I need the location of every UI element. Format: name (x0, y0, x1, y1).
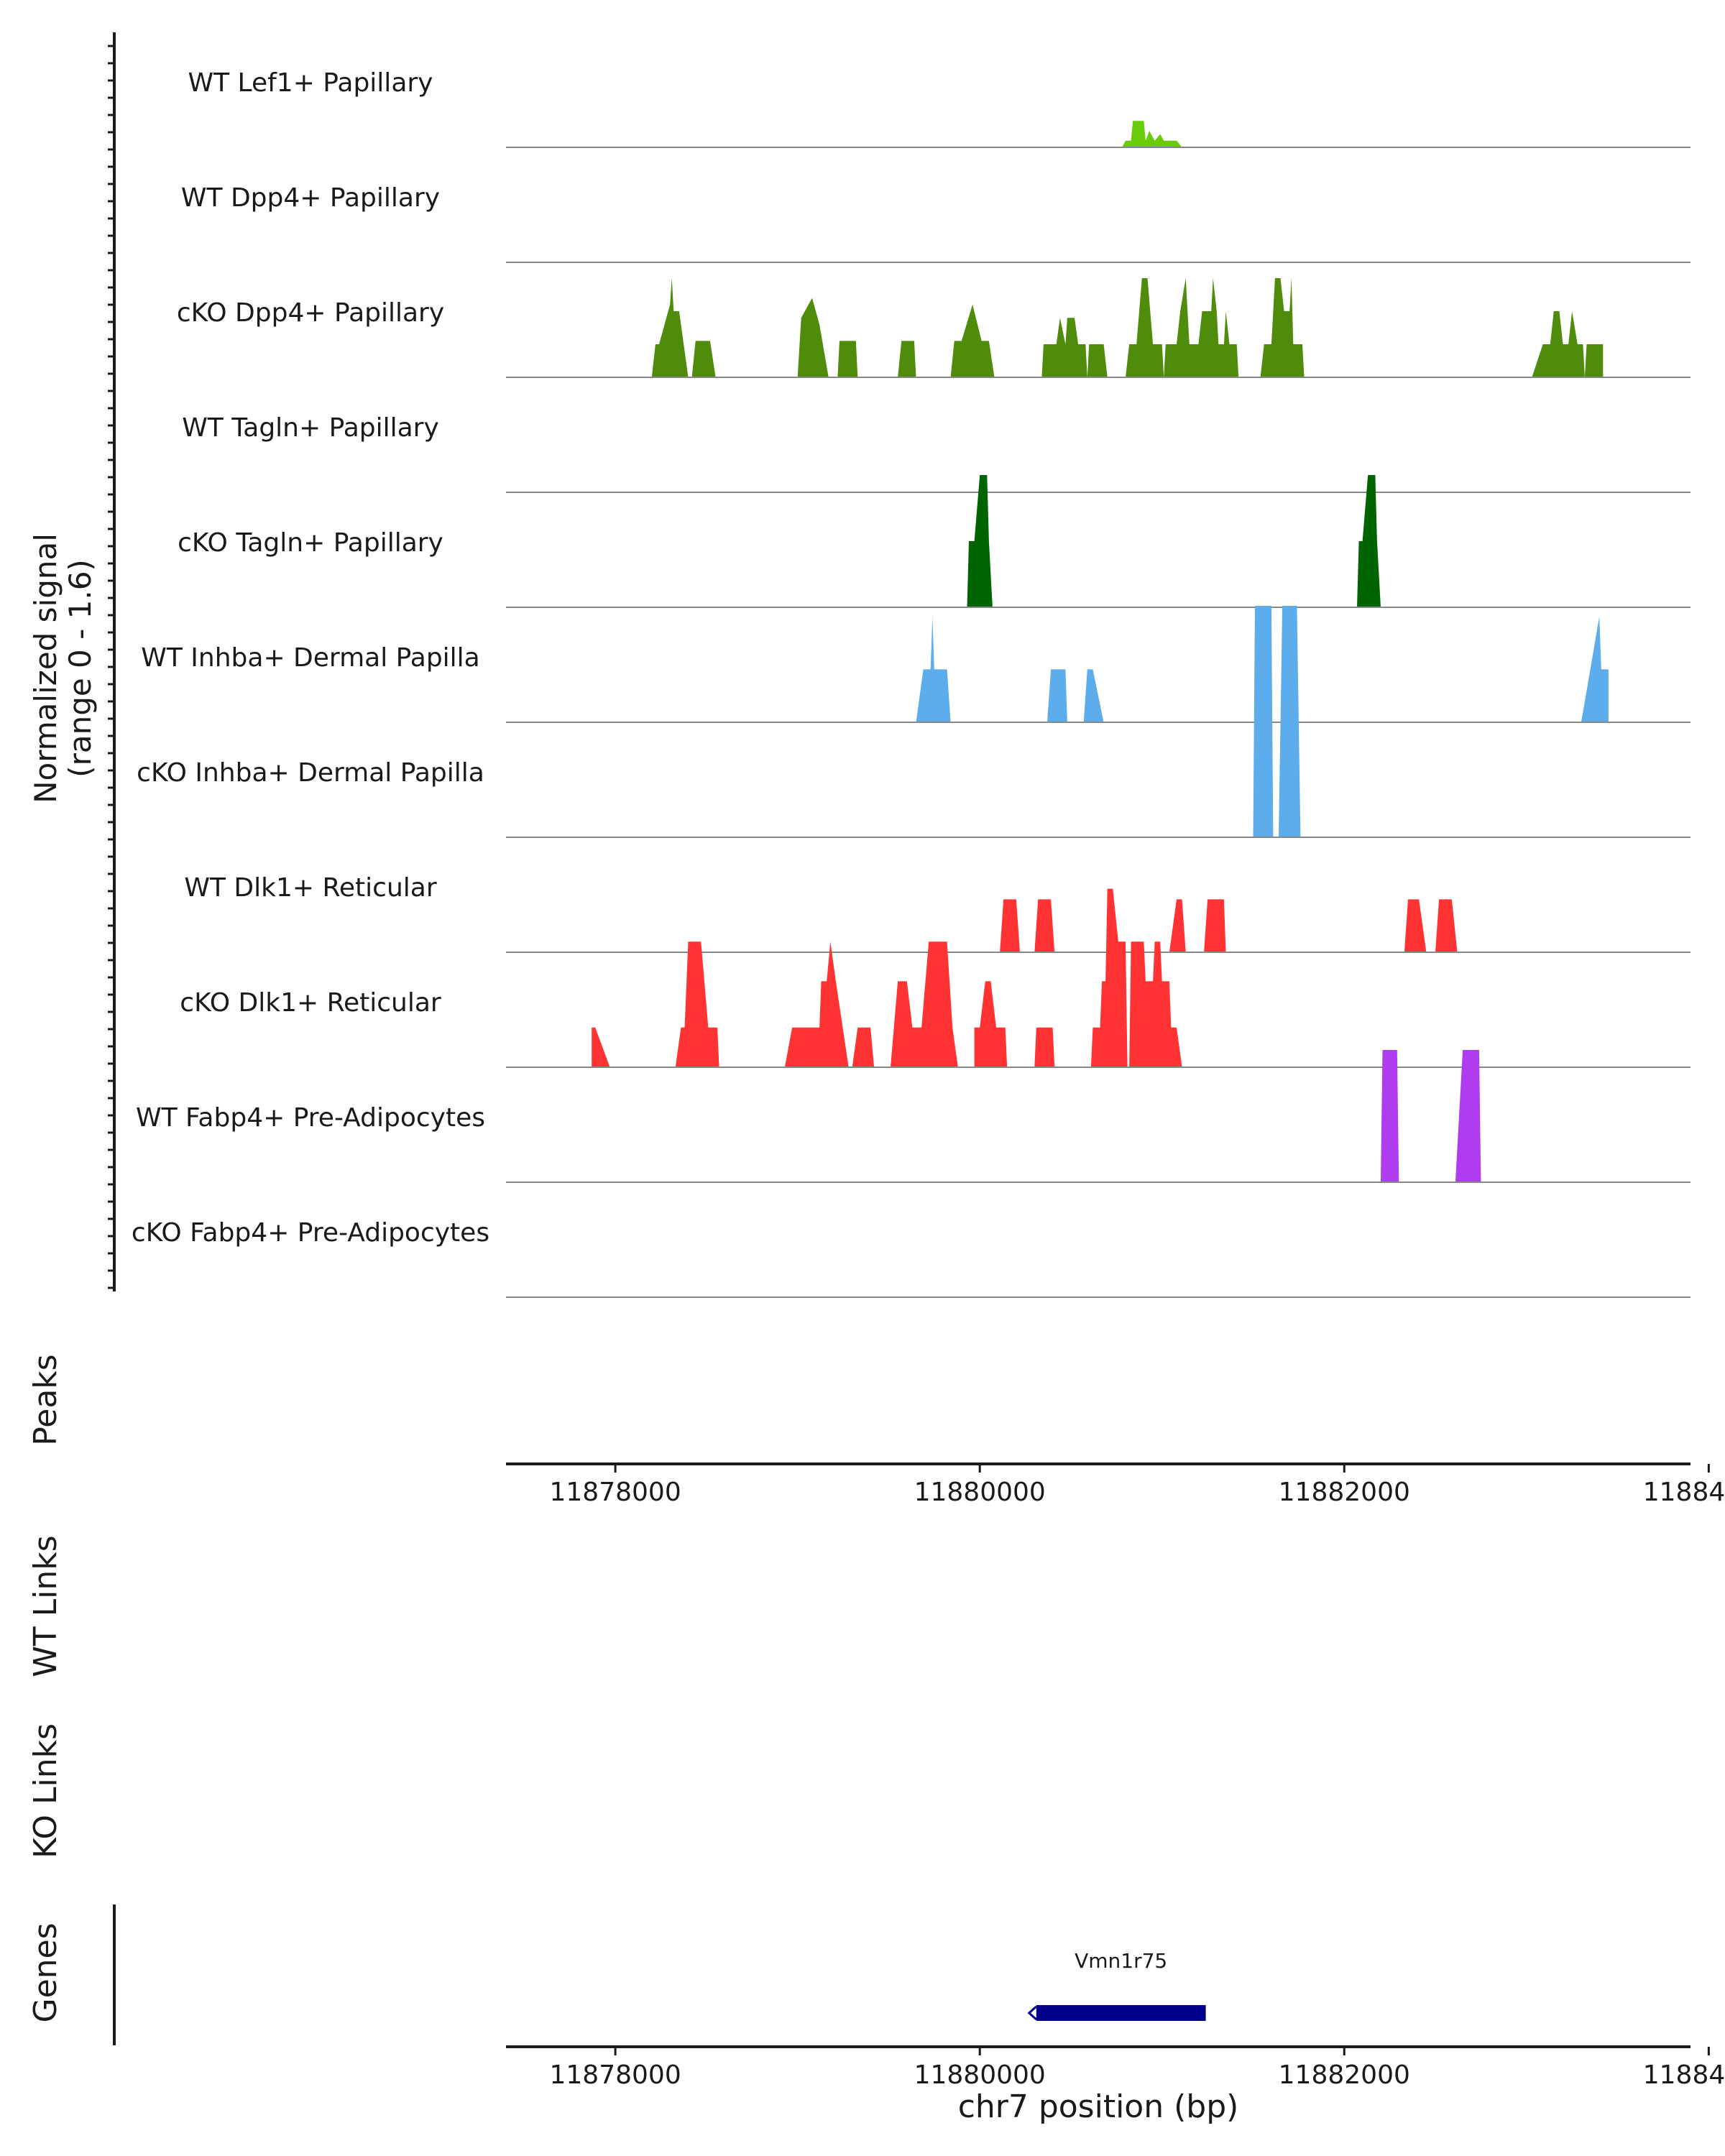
x-tick-label: 11882000 (1279, 1478, 1410, 1507)
signal-y-axis-ticks (108, 45, 114, 1289)
track-0: WT Lef1+ Papillary (188, 68, 1690, 148)
genes-track-label: Genes (27, 1922, 64, 2022)
x-tick-label: 11884000 (1643, 1478, 1725, 1507)
signal-y-label-line2: (range 0 - 1.6) (63, 559, 98, 778)
track-label: WT Dlk1+ Reticular (184, 873, 436, 903)
coverage-area (1380, 1050, 1481, 1182)
gene-body (1036, 2005, 1206, 2021)
coverage-area (1000, 899, 1458, 952)
coverage-area (967, 475, 1381, 607)
track-5: WT Inhba+ Dermal Papilla (141, 616, 1690, 723)
track-2: cKO Dpp4+ Papillary (177, 278, 1690, 378)
peaks-x-axis-ticks: 11878000 11880000 11882000 11884000 (550, 1464, 1725, 1507)
gene-strand-arrow (1027, 2005, 1037, 2021)
peaks-track-label: Peaks (27, 1354, 64, 1445)
gene-label: Vmn1r75 (1075, 1949, 1167, 1973)
track-label: cKO Dlk1+ Reticular (180, 988, 441, 1018)
signal-y-label-line1: Normalized signal (28, 533, 63, 803)
track-9: WT Fabp4+ Pre-Adipocytes (136, 1050, 1690, 1183)
signal-y-label: Normalized signal (range 0 - 1.6) (28, 533, 98, 803)
gene-track: Vmn1r75 (1027, 1949, 1206, 2021)
x-tick-label: 11880000 (914, 1478, 1046, 1507)
wt-links-track-label: WT Links (27, 1535, 64, 1677)
track-3: WT Tagln+ Papillary (182, 413, 1690, 493)
track-label: WT Lef1+ Papillary (188, 68, 433, 98)
x-tick-label: 11880000 (914, 2060, 1046, 2090)
track-label: cKO Fabp4+ Pre-Adipocytes (132, 1218, 489, 1248)
coverage-area (916, 616, 1609, 722)
x-tick-label: 11878000 (550, 1478, 681, 1507)
coverage-area (651, 278, 1604, 377)
x-tick-label: 11884000 (1643, 2060, 1725, 2090)
track-1: WT Dpp4+ Papillary (181, 183, 1690, 263)
track-label: cKO Dpp4+ Papillary (177, 298, 444, 328)
coverage-tracks: WT Lef1+ Papillary WT Dpp4+ Papillary cKO … (132, 68, 1690, 1298)
coverage-area (1253, 606, 1301, 837)
coverage-area (1121, 121, 1182, 147)
genes-x-axis-ticks: 11878000 11880000 11882000 11884000 (550, 2047, 1725, 2090)
ko-links-track-label: KO Links (27, 1723, 64, 1858)
track-label: WT Dpp4+ Papillary (181, 183, 440, 213)
track-label: cKO Tagln+ Papillary (178, 528, 443, 558)
track-label: WT Inhba+ Dermal Papilla (141, 643, 479, 673)
track-label: WT Tagln+ Papillary (182, 413, 439, 443)
track-8: cKO Dlk1+ Reticular (180, 888, 1690, 1068)
coverage-area (592, 888, 1182, 1067)
x-tick-label: 11882000 (1279, 2060, 1410, 2090)
track-label: cKO Inhba+ Dermal Papilla (137, 758, 484, 788)
track-10: cKO Fabp4+ Pre-Adipocytes (132, 1218, 1690, 1298)
x-axis-title: chr7 position (bp) (958, 2088, 1239, 2125)
track-6: cKO Inhba+ Dermal Papilla (137, 606, 1690, 838)
track-4: cKO Tagln+ Papillary (178, 475, 1690, 608)
track-label: WT Fabp4+ Pre-Adipocytes (136, 1103, 485, 1133)
track-7: WT Dlk1+ Reticular (184, 873, 1690, 953)
x-tick-label: 11878000 (550, 2060, 681, 2090)
